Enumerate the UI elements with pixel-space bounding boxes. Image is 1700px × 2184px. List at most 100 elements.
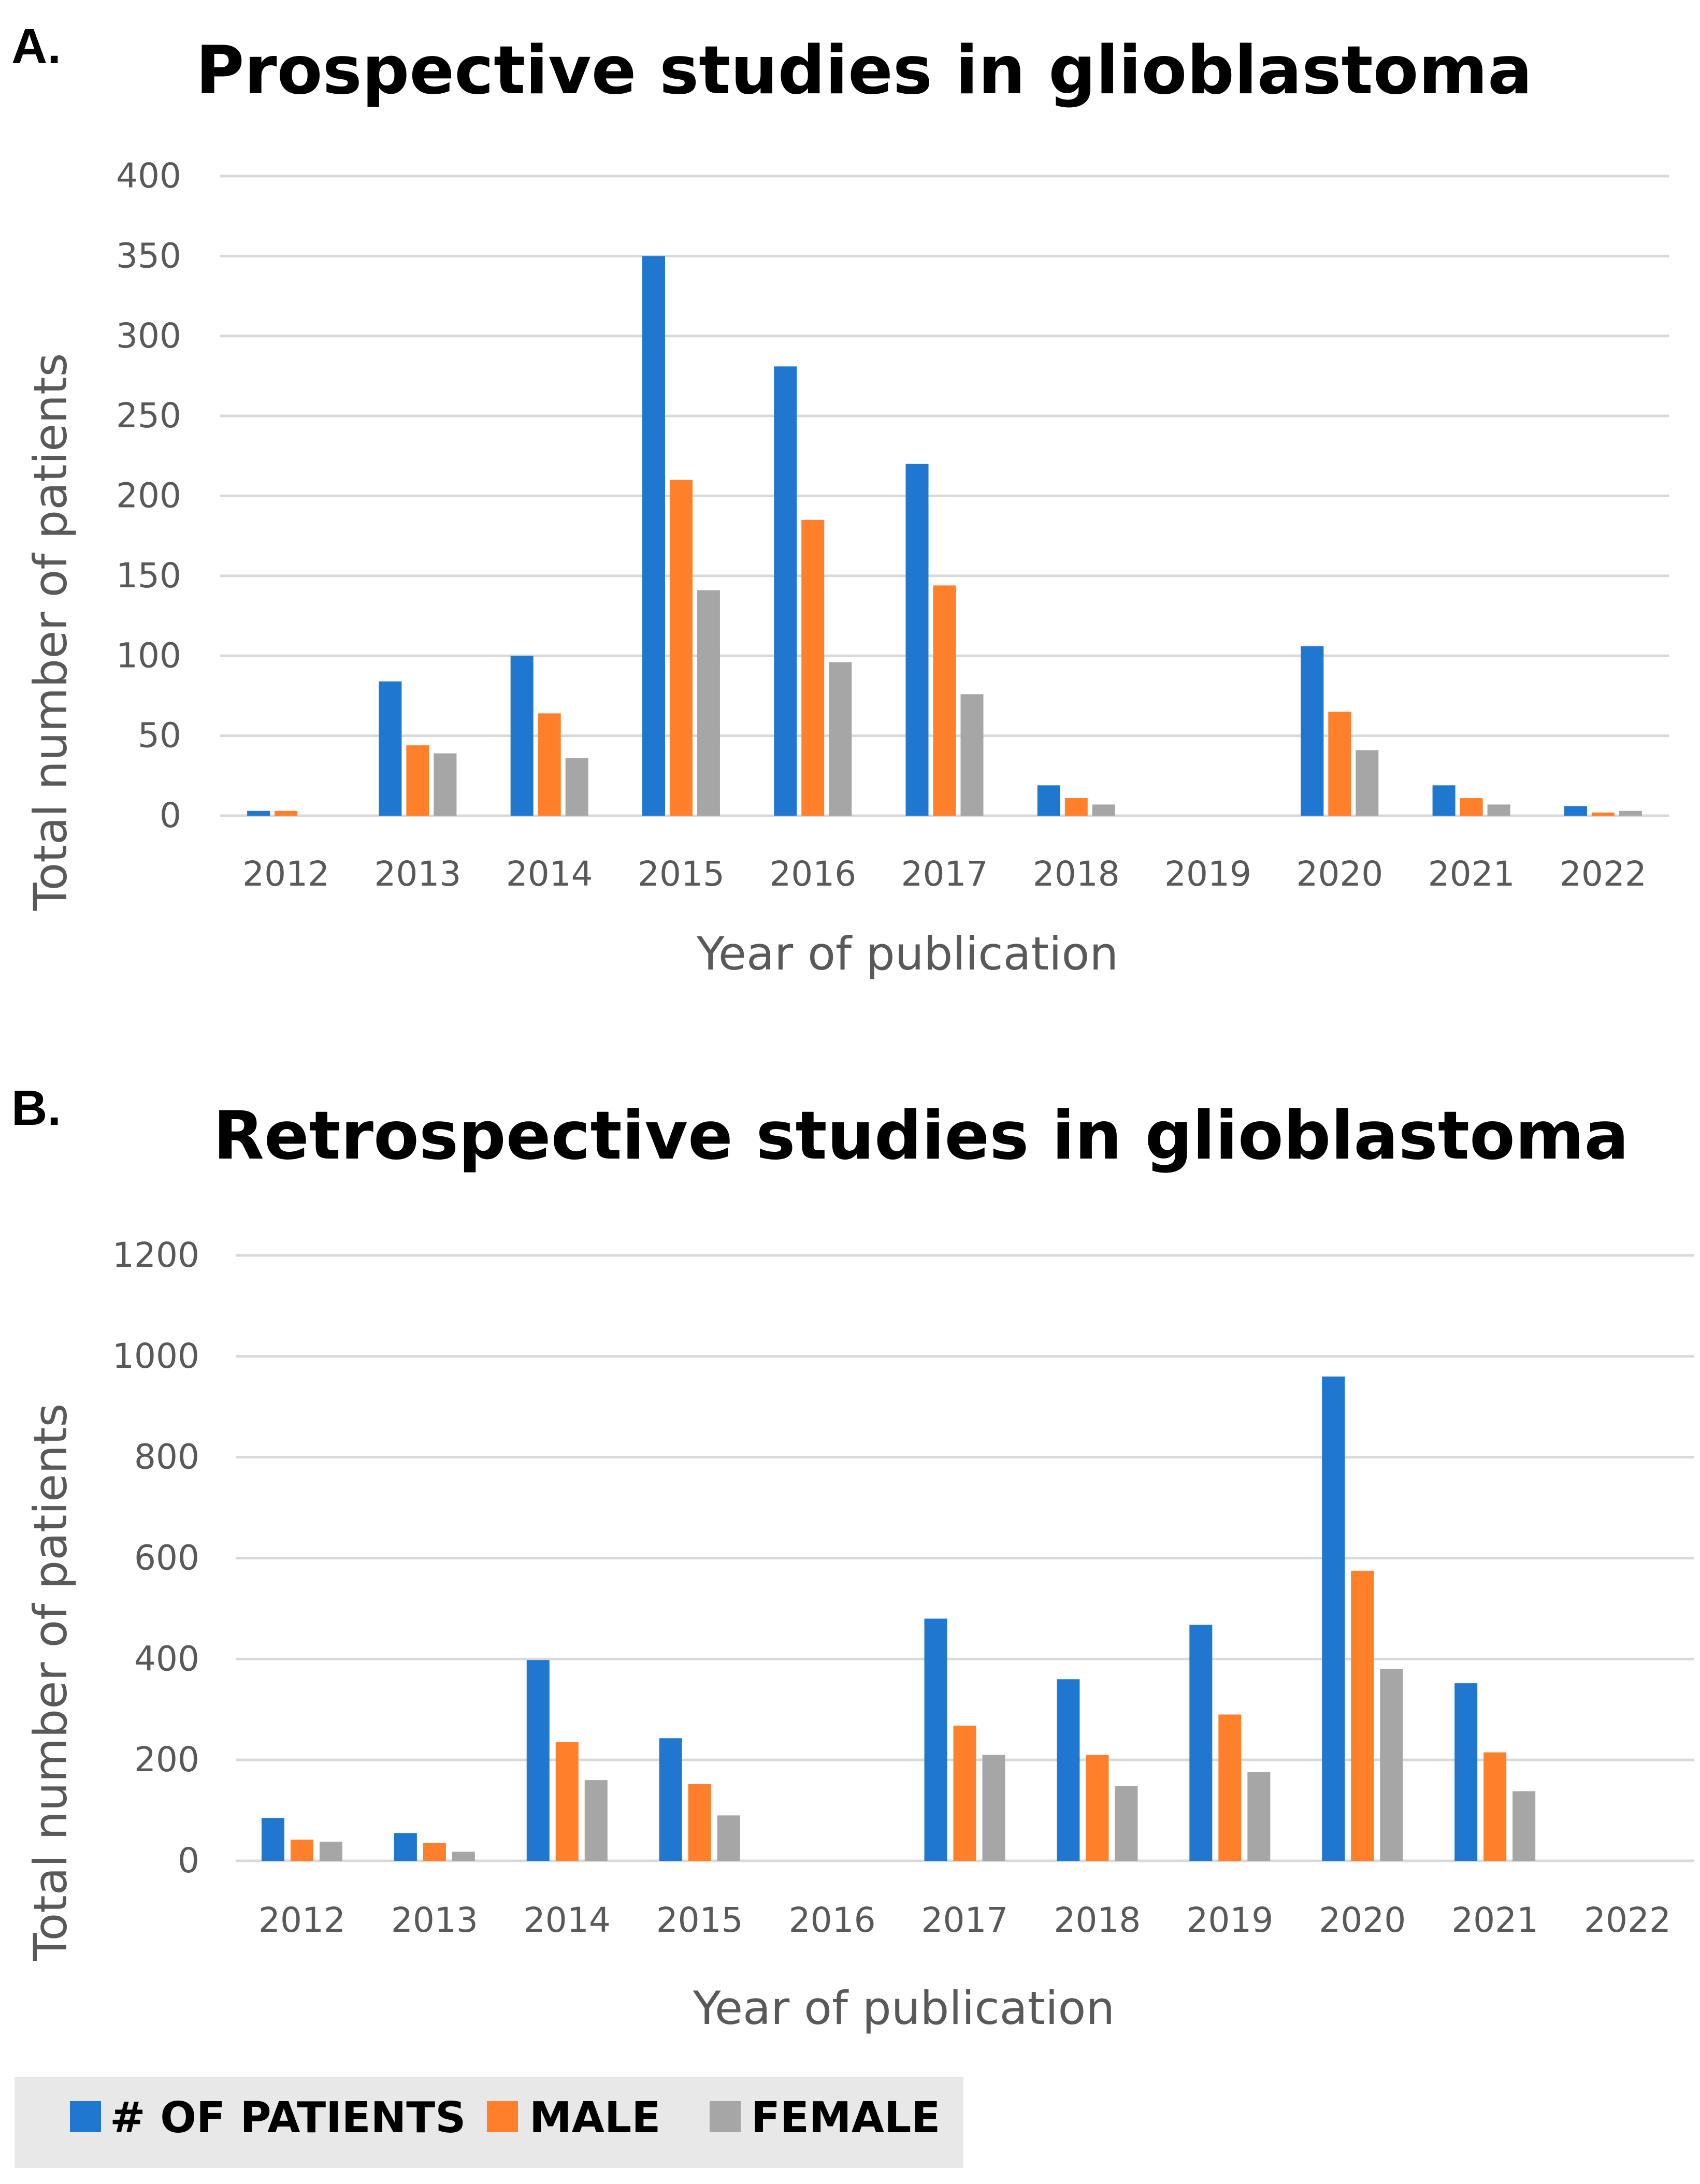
x-tick-label: 2013 (374, 854, 461, 894)
y-tick-label: 200 (134, 1740, 199, 1780)
x-tick-label: 2020 (1296, 854, 1383, 894)
legend: # OF PATIENTS MALE FEMALE (15, 2077, 963, 2168)
bar-female (717, 1815, 740, 1861)
x-tick-label: 2018 (1033, 854, 1120, 894)
y-tick-label: 800 (134, 1437, 199, 1477)
bar-patients (394, 1833, 417, 1861)
x-tick-label: 2015 (656, 1900, 743, 1940)
bar-patients (642, 256, 665, 816)
bar-male (406, 745, 429, 816)
bar-patients (526, 1660, 550, 1861)
bar-female (1380, 1669, 1403, 1861)
bar-female (584, 1780, 608, 1861)
x-tick-label: 2018 (1054, 1900, 1141, 1940)
bar-female (319, 1841, 342, 1861)
bar-patients (1322, 1376, 1345, 1861)
legend-swatch-male (487, 2101, 518, 2132)
bar-male (1591, 812, 1615, 816)
bar-female (1092, 804, 1115, 816)
panel-b-x-axis-title: Year of publication (693, 1981, 1115, 2035)
x-tick-label: 2021 (1428, 854, 1515, 894)
bar-patients (1057, 1679, 1080, 1861)
panel-b-y-axis-title: Total number of patients (24, 1404, 77, 1962)
x-tick-label: 2022 (1584, 1900, 1671, 1940)
panel-b-y-ticks: 0 200 400 600 800 1000 1200 (112, 1235, 199, 1881)
y-tick-label: 1000 (112, 1336, 199, 1376)
bar-male (275, 811, 298, 816)
bar-patients (261, 1818, 284, 1861)
bar-patients (510, 656, 534, 816)
bar-female (1512, 1791, 1536, 1861)
panel-a-chart: A. Prospective studies in glioblastoma 0… (11, 19, 1669, 980)
y-tick-label: 100 (116, 635, 181, 675)
y-tick-label: 300 (116, 316, 181, 356)
legend-swatch-female (710, 2101, 741, 2132)
x-tick-label: 2017 (901, 854, 988, 894)
bar-patients (1301, 646, 1324, 816)
panel-a-title: Prospective studies in glioblastoma (196, 32, 1533, 109)
bar-female (982, 1755, 1005, 1861)
bar-male (1351, 1570, 1374, 1861)
bar-male (688, 1784, 711, 1861)
bar-female (1619, 811, 1642, 816)
x-tick-label: 2016 (789, 1900, 876, 1940)
x-tick-label: 2019 (1186, 1900, 1273, 1940)
panel-a-x-axis-title: Year of publication (696, 927, 1118, 980)
x-tick-label: 2012 (258, 1900, 345, 1940)
bar-patients (247, 811, 270, 816)
bar-female (452, 1852, 475, 1861)
y-tick-label: 50 (138, 716, 181, 756)
y-tick-label: 400 (134, 1639, 199, 1679)
y-tick-label: 1200 (112, 1235, 199, 1275)
x-tick-label: 2020 (1319, 1900, 1406, 1940)
bar-female (697, 590, 720, 816)
x-tick-label: 2014 (506, 854, 593, 894)
legend-label-female: FEMALE (751, 2093, 940, 2143)
bar-male (538, 713, 561, 816)
bar-female (565, 758, 588, 816)
y-tick-label: 600 (134, 1538, 199, 1578)
bar-male (801, 519, 825, 816)
panel-b-gridlines (236, 1254, 1694, 1862)
bar-patients (774, 366, 797, 816)
bar-female (1356, 750, 1379, 816)
x-tick-label: 2015 (638, 854, 725, 894)
panel-a-gridlines (220, 175, 1669, 817)
x-tick-label: 2012 (242, 854, 329, 894)
panel-b-title: Retrospective studies in glioblastoma (213, 1097, 1629, 1175)
panel-a-y-ticks: 0 50 100 150 200 250 300 350 400 (116, 156, 181, 835)
y-tick-label: 400 (116, 156, 181, 196)
x-tick-label: 2016 (769, 854, 856, 894)
y-tick-label: 0 (178, 1841, 199, 1881)
bar-female (434, 753, 457, 816)
bar-female (829, 662, 852, 816)
bar-patients (1564, 806, 1587, 816)
bar-male (1086, 1755, 1109, 1861)
bar-patients (1037, 785, 1060, 816)
bar-patients (1454, 1683, 1478, 1861)
bar-female (1487, 804, 1510, 816)
bar-female (1115, 1786, 1138, 1861)
panel-b-bars (261, 1376, 1536, 1861)
legend-label-patients: # OF PATIENTS (110, 2093, 466, 2143)
x-tick-label: 2022 (1560, 854, 1647, 894)
bar-patients (379, 681, 402, 816)
legend-label-male: MALE (529, 2093, 660, 2143)
bar-male (290, 1840, 313, 1861)
bar-male (1328, 712, 1351, 816)
bar-male (1460, 798, 1483, 816)
bar-male (555, 1742, 579, 1861)
y-tick-label: 0 (160, 796, 181, 835)
y-tick-label: 150 (116, 556, 181, 596)
bar-female (1247, 1772, 1271, 1861)
panel-a-bars (247, 256, 1642, 816)
panel-b-chart: B. Retrospective studies in glioblastoma… (11, 1080, 1694, 2035)
bar-patients (1432, 785, 1456, 816)
panel-a-x-ticks: 2012 2013 2014 2015 2016 2017 2018 2019 2020 2021… (242, 854, 1647, 894)
bar-male (1483, 1752, 1507, 1861)
x-tick-label: 2014 (524, 1900, 611, 1940)
panel-b-label: B. (11, 1080, 61, 1136)
panel-a-label: A. (11, 19, 61, 74)
bar-patients (905, 464, 929, 816)
